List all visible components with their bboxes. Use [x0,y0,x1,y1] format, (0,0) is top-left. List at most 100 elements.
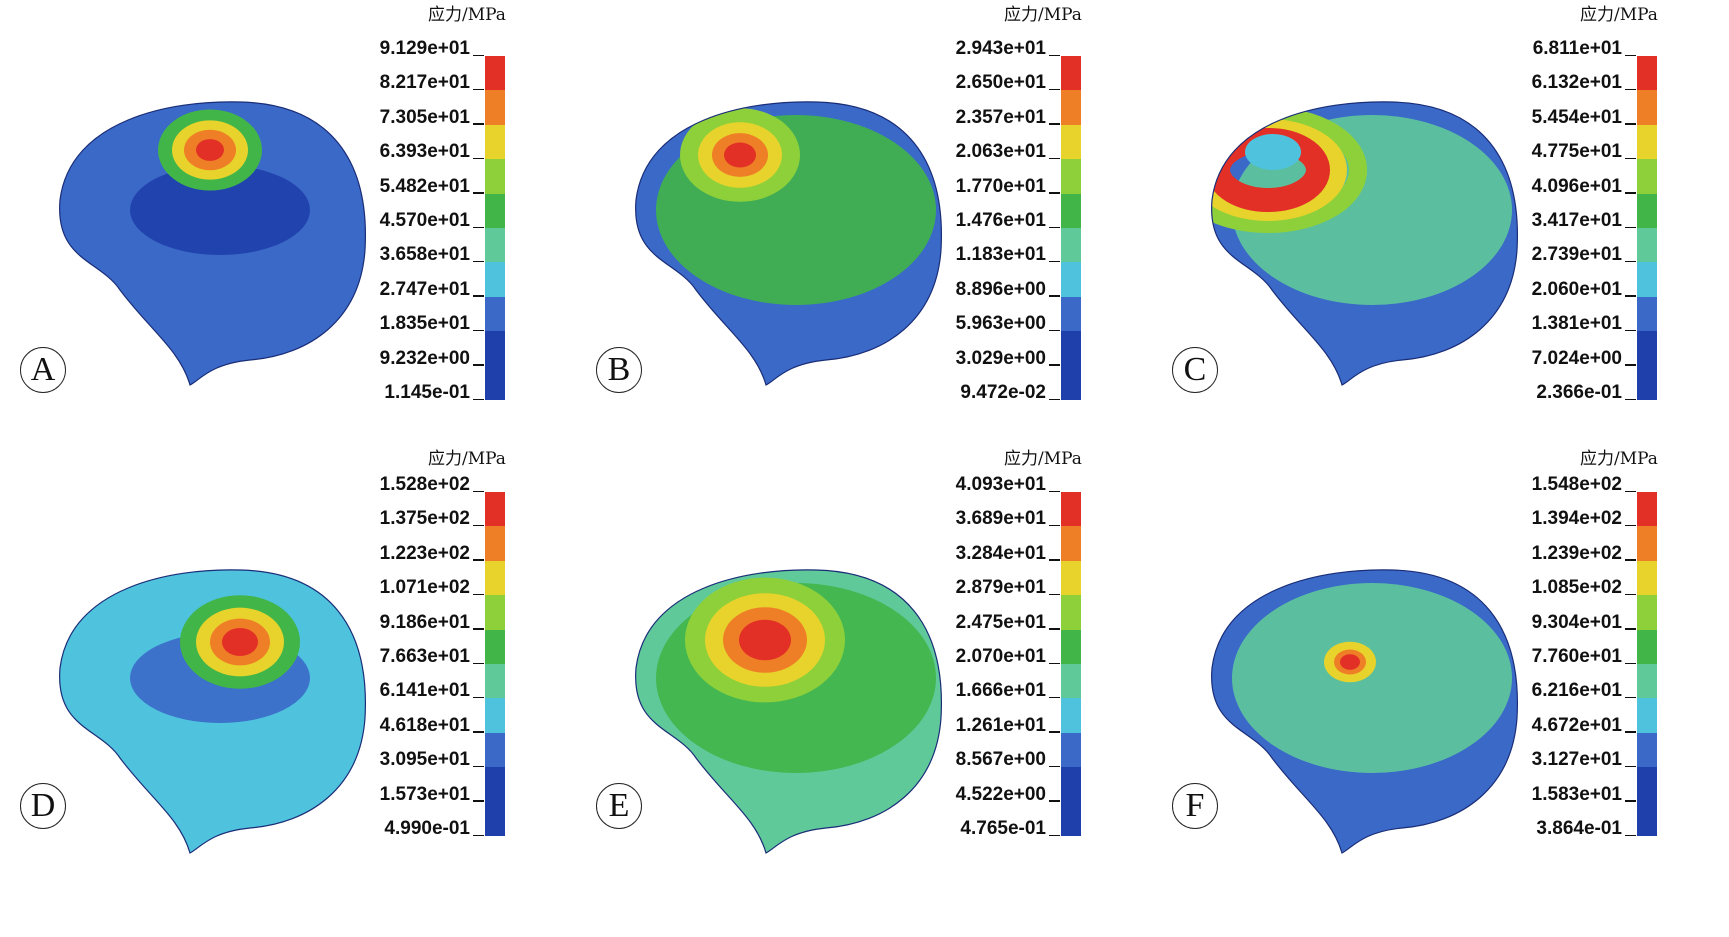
colorbar-segment [485,595,505,630]
stress-peak-contour [1340,654,1360,670]
colorbar-segment [485,663,505,699]
colorbar-segment [485,732,505,768]
scale-tick-label: 3.284e+01 [926,543,1060,565]
scale-tick-label: 8.896e+00 [926,279,1060,301]
colorbar-segment [485,698,505,733]
scale-tick-label: 4.765e-01 [926,818,1060,840]
scale-tick-label: 3.658e+01 [350,244,484,266]
brain-stress-map [635,101,943,386]
panel-label: A [20,347,66,393]
unit-label: 应力/MPa [1580,449,1658,469]
scale-tick-label: 4.522e+00 [926,784,1060,806]
colorbar-segment [1637,227,1657,263]
scale-tick-label: 9.232e+00 [350,348,484,370]
colorbar-segment [1061,159,1081,194]
colorbar [1061,492,1081,836]
scale-tick-label: 2.070e+01 [926,646,1060,668]
scale-tick-label: 2.063e+01 [926,141,1060,163]
scale-tick-label: 1.573e+01 [350,784,484,806]
ring-center-region [1245,134,1301,170]
colorbar-segment [1637,124,1657,160]
scale-tick-label: 4.775e+01 [1502,141,1636,163]
colorbar-segment [1061,595,1081,630]
scale-tick-label: 1.770e+01 [926,176,1060,198]
scale-tick-label: 1.261e+01 [926,715,1060,737]
colorbar [1061,56,1081,400]
scale-tick-label: 4.672e+01 [1502,715,1636,737]
scale-tick-label: 1.381e+01 [1502,313,1636,335]
colorbar-segment [1637,331,1657,366]
colorbar-segment [1061,331,1081,366]
scale-tick-label: 9.129e+01 [350,38,484,60]
panel-label: B [596,347,642,393]
colorbar-segment [1637,296,1657,332]
panel-f: F 应力/MPa 1.548e+02 1.394e+02 1.239e+02 1.085e… [1152,449,1728,936]
panel-label: F [1172,783,1218,829]
scale-tick-label: 6.393e+01 [350,141,484,163]
scale-tick-label: 2.357e+01 [926,107,1060,129]
scale-tick-label: 8.567e+00 [926,749,1060,771]
colorbar-segment [1061,732,1081,768]
unit-label: 应力/MPa [1580,5,1658,25]
colorbar-segment [1637,159,1657,194]
colorbar-segment [1637,767,1657,802]
scale-tick-label: 9.304e+01 [1502,612,1636,634]
panel-e: E 应力/MPa 4.093e+01 3.689e+01 3.284e+01 2.879e… [576,449,1152,936]
colorbar-segment [485,227,505,263]
colorbar-segment [485,365,505,400]
scale-tick-label: 7.305e+01 [350,107,484,129]
colorbar-segment [1061,698,1081,733]
brain-outline [59,101,367,386]
colorbar-segment [1061,262,1081,297]
scale-tick-label: 1.239e+02 [1502,543,1636,565]
scale-tick-label: 1.835e+01 [350,313,484,335]
colorbar-segment [485,296,505,332]
scale-tick-label: 1.071e+02 [350,577,484,599]
scale-tick-label: 6.811e+01 [1502,38,1636,60]
panel-label: E [596,783,642,829]
colorbar-segment [485,56,505,91]
scale-tick-label: 2.650e+01 [926,72,1060,94]
mid-stress-region [130,165,310,255]
scale-tick-label: 9.472e-02 [926,382,1060,404]
scale-tick-label: 4.618e+01 [350,715,484,737]
colorbar-segment [1061,663,1081,699]
scale-tick-label: 1.476e+01 [926,210,1060,232]
colorbar-segment [1637,560,1657,596]
colorbar-segment [1637,732,1657,768]
brain-stress-map [635,569,943,854]
colorbar-segment [1637,629,1657,664]
scale-tick-label: 2.475e+01 [926,612,1060,634]
scale-tick-label: 1.375e+02 [350,508,484,530]
scale-tick-label: 5.963e+00 [926,313,1060,335]
brain-outline [1211,101,1519,386]
colorbar-segment [485,560,505,596]
scale-tick-label: 4.990e-01 [350,818,484,840]
brain-outline [635,569,943,854]
colorbar [1637,56,1657,400]
colorbar-segment [1061,365,1081,400]
colorbar-segment [485,492,505,527]
scale-tick-label: 1.528e+02 [350,474,484,496]
colorbar-segment [1637,262,1657,297]
scale-tick-label: 2.060e+01 [1502,279,1636,301]
colorbar-segment [485,331,505,366]
scale-tick-label: 3.095e+01 [350,749,484,771]
scale-tick-label: 5.454e+01 [1502,107,1636,129]
scale-tick-label: 1.583e+01 [1502,784,1636,806]
colorbar-segment [485,90,505,125]
scale-tick-label: 2.739e+01 [1502,244,1636,266]
colorbar-segment [485,526,505,561]
colorbar-segment [1061,629,1081,664]
unit-label: 应力/MPa [428,449,506,469]
colorbar-segment [485,629,505,664]
scale-tick-label: 6.216e+01 [1502,680,1636,702]
colorbar-segment [1637,492,1657,527]
scale-tick-label: 1.183e+01 [926,244,1060,266]
unit-label: 应力/MPa [428,5,506,25]
brain-outline [1211,569,1519,854]
scale-tick-label: 2.366e-01 [1502,382,1636,404]
scale-tick-label: 1.394e+02 [1502,508,1636,530]
scale-tick-label: 1.223e+02 [350,543,484,565]
scale-tick-label: 1.085e+02 [1502,577,1636,599]
